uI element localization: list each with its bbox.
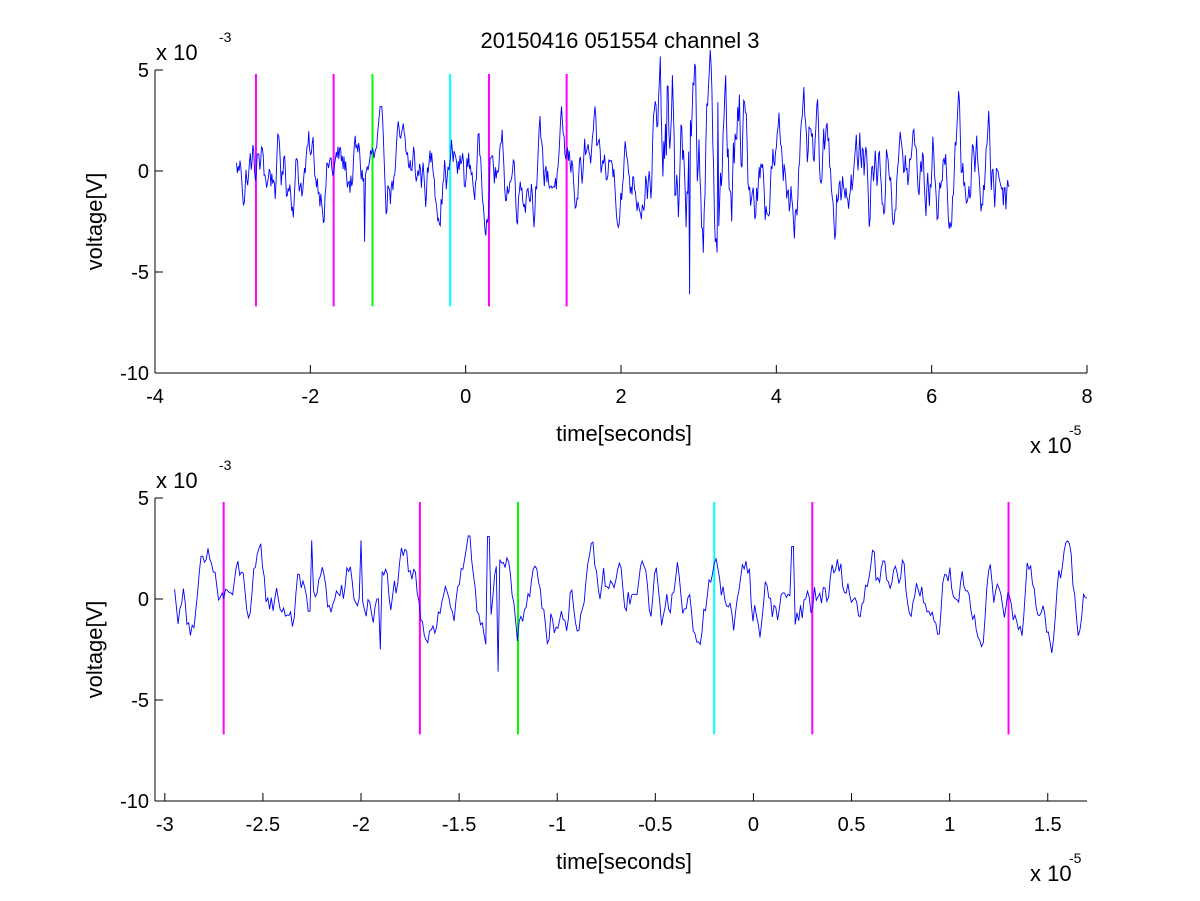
figure-title: 20150416 051554 channel 3 xyxy=(481,28,760,53)
voltage-series-line xyxy=(236,49,1010,295)
y-exponent-base: x 10 xyxy=(156,40,198,65)
x-tick-label: -4 xyxy=(146,386,164,408)
x-tick-label: -2 xyxy=(301,386,319,408)
y-exponent-base: x 10 xyxy=(156,468,198,493)
x-tick-label: 1.5 xyxy=(1034,814,1062,836)
x-tick-label: 2 xyxy=(615,386,626,408)
y-tick-label: 5 xyxy=(138,60,149,82)
top-voltage-plot: -4 -2 0 2 4 6 8 -10 -5 0 5 time[seconds] voltage[V] x… xyxy=(82,29,1093,458)
y-tick-label: 0 xyxy=(138,589,149,611)
y-tick-label: -5 xyxy=(131,262,149,284)
y-tick-label: -10 xyxy=(120,363,149,385)
x-tick-label: -2 xyxy=(352,814,370,836)
y-tick-label: 0 xyxy=(138,161,149,183)
x-tick-label: 4 xyxy=(771,386,782,408)
voltage-series-line xyxy=(174,535,1088,672)
x-tick-label: 6 xyxy=(926,386,937,408)
y-exponent-power: -3 xyxy=(219,29,232,45)
x-axis-label: time[seconds] xyxy=(556,421,692,446)
x-exponent-power: -5 xyxy=(1069,422,1082,438)
bottom-voltage-plot: -3 -2.5 -2 -1.5 -1 -0.5 0 0.5 1 1.5 -10 -5 0 5 time[se… xyxy=(82,457,1088,886)
y-exponent-power: -3 xyxy=(219,457,232,473)
y-axis-label: voltage[V] xyxy=(82,173,107,271)
x-axis-label: time[seconds] xyxy=(556,849,692,874)
x-tick-label: -1.5 xyxy=(442,814,476,836)
y-tick-label: -5 xyxy=(131,690,149,712)
y-axis-label: voltage[V] xyxy=(82,601,107,699)
y-tick-label: -10 xyxy=(120,791,149,813)
x-exponent-base: x 10 xyxy=(1030,861,1072,886)
x-exponent-base: x 10 xyxy=(1030,433,1072,458)
x-tick-label: 0.5 xyxy=(838,814,866,836)
x-tick-label: -1 xyxy=(548,814,566,836)
x-tick-label: 0 xyxy=(460,386,471,408)
x-tick-label: -2.5 xyxy=(246,814,280,836)
x-tick-label: -3 xyxy=(156,814,174,836)
y-tick-label: 5 xyxy=(138,488,149,510)
x-tick-label: -0.5 xyxy=(638,814,672,836)
x-exponent-power: -5 xyxy=(1069,850,1082,866)
x-tick-label: 8 xyxy=(1081,386,1092,408)
x-tick-label: 0 xyxy=(748,814,759,836)
x-tick-label: 1 xyxy=(944,814,955,836)
